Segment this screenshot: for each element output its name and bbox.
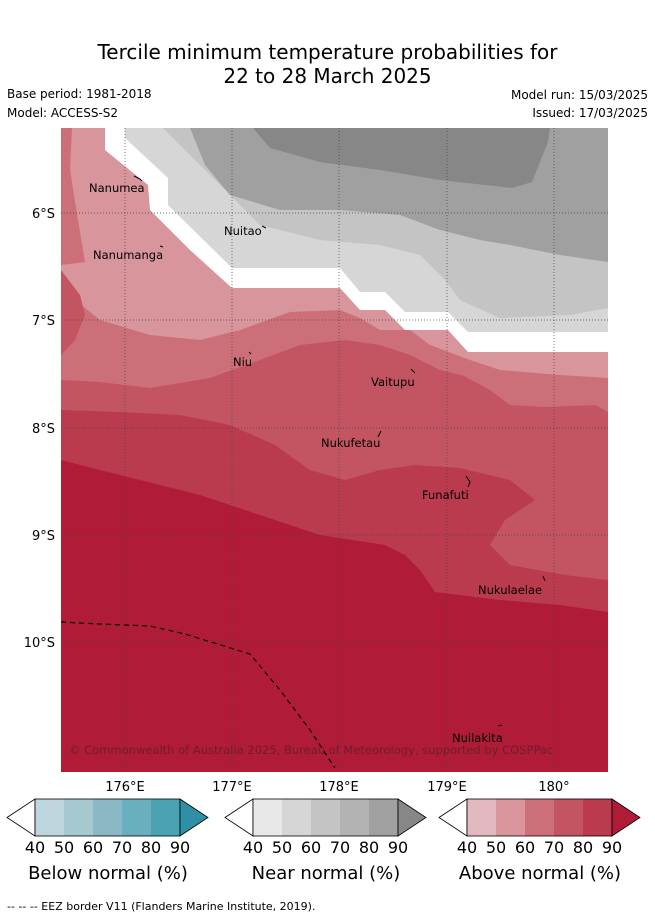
place-nanumanga: Nanumanga <box>93 248 163 262</box>
lat-label: 9°S <box>32 529 55 544</box>
place-vaitupu: Vaitupu <box>371 375 415 389</box>
lon-label: 177°E <box>212 780 252 795</box>
colorbar-tick-label: 70 <box>330 838 350 857</box>
colorbar-extend-low <box>6 798 36 837</box>
colorbar-tick-label: 80 <box>141 838 161 857</box>
lat-label: 8°S <box>32 422 55 437</box>
colorbar-tick-label: 50 <box>54 838 74 857</box>
island-marks <box>133 175 546 727</box>
lat-axis-labels: 6°S 7°S 8°S 9°S 10°S <box>24 207 55 651</box>
near-normal-colorbar: 40 50 60 70 80 90 <box>224 798 427 857</box>
colorbar-segment <box>583 799 612 836</box>
near-80-region <box>253 128 550 188</box>
lon-axis-labels: 176°E 177°E 178°E 179°E 180° <box>105 780 569 795</box>
place-nuilakita: Nuilakita <box>452 731 503 745</box>
lon-label: 180° <box>538 780 569 795</box>
colorbar-segment <box>64 799 93 836</box>
colorbar-tick-label: 60 <box>515 838 535 857</box>
colorbar-segment <box>253 799 282 836</box>
colorbar-segment <box>554 799 583 836</box>
colorbar-tick-label: 50 <box>272 838 292 857</box>
lat-label: 6°S <box>32 207 55 222</box>
colorbar-segment <box>282 799 311 836</box>
colorbar-extend-high <box>397 798 427 837</box>
colorbar-segment <box>340 799 369 836</box>
colorbar-tick-label: 90 <box>388 838 408 857</box>
colorbar-tick-label: 50 <box>486 838 506 857</box>
colorbar-extend-high <box>179 798 209 837</box>
colorbar-tick-label: 40 <box>457 838 477 857</box>
map-layers <box>61 128 608 772</box>
colorbar-segment <box>467 799 496 836</box>
base-period: Base period: 1981-2018 <box>7 87 152 101</box>
place-nukufetau: Nukufetau <box>321 436 380 450</box>
map-title: Tercile minimum temperature probabilitie… <box>0 40 655 88</box>
colorbar-segment <box>369 799 398 836</box>
issued-date: Issued: 17/03/2025 <box>532 106 648 120</box>
lon-label: 176°E <box>105 780 145 795</box>
title-line-2: 22 to 28 March 2025 <box>223 64 432 88</box>
colorbar-tick-label: 90 <box>602 838 622 857</box>
above-60-band <box>61 128 85 265</box>
below-normal-colorbar: 40 50 60 70 80 90 <box>6 798 209 857</box>
graticule <box>61 128 608 772</box>
below-normal-label: Below normal (%) <box>28 863 188 884</box>
model-name: Model: ACCESS-S2 <box>7 106 119 120</box>
copyright-notice: © Commonwealth of Australia 2025, Bureau… <box>69 743 553 757</box>
colorbar-tick-label: 90 <box>170 838 190 857</box>
colorbar-extend-low <box>224 798 254 837</box>
colorbar-tick-label: 60 <box>301 838 321 857</box>
place-nukulaelae: Nukulaelae <box>478 583 542 597</box>
colorbar-extend-high <box>611 798 641 837</box>
colorbar-segment <box>525 799 554 836</box>
eez-border <box>61 621 336 769</box>
colorbar-segment <box>151 799 180 836</box>
eez-footer-note: -- -- -- EEZ border V11 (Flanders Marine… <box>7 900 316 913</box>
colorbar-group: 40 50 60 70 80 90 40 50 60 70 80 90 40 50 60 70 80 90 <box>6 798 641 857</box>
lon-label: 178°E <box>319 780 359 795</box>
colorbar-tick-label: 80 <box>573 838 593 857</box>
colorbar-segment <box>93 799 122 836</box>
place-nanumea: Nanumea <box>89 181 145 195</box>
above-70-edge <box>61 270 85 355</box>
place-funafuti: Funafuti <box>422 488 469 502</box>
colorbar-segment <box>122 799 151 836</box>
above-70-patch <box>315 373 350 390</box>
colorbar-extend-low <box>438 798 468 837</box>
model-run: Model run: 15/03/2025 <box>510 88 648 102</box>
above-normal-label: Above normal (%) <box>458 863 622 884</box>
place-labels: Nanumea Nanumanga Nuitao Niu Vaitupu Nuk… <box>89 181 542 745</box>
colorbar-tick-label: 40 <box>243 838 263 857</box>
colorbar-segment <box>496 799 525 836</box>
lat-label: 10°S <box>24 636 55 651</box>
place-niu: Niu <box>233 355 252 369</box>
near-normal-label: Near normal (%) <box>251 863 401 884</box>
colorbar-tick-label: 70 <box>112 838 132 857</box>
colorbar-tick-label: 60 <box>83 838 103 857</box>
above-normal-colorbar: 40 50 60 70 80 90 <box>438 798 641 857</box>
colorbar-tick-label: 80 <box>359 838 379 857</box>
colorbar-tick-label: 70 <box>544 838 564 857</box>
title-line-1: Tercile minimum temperature probabilitie… <box>97 40 558 64</box>
colorbar-tick-label: 40 <box>25 838 45 857</box>
lon-label: 179°E <box>427 780 467 795</box>
lat-label: 7°S <box>32 314 55 329</box>
colorbar-segment <box>35 799 64 836</box>
colorbar-segment <box>311 799 340 836</box>
place-nuitao: Nuitao <box>224 224 262 238</box>
